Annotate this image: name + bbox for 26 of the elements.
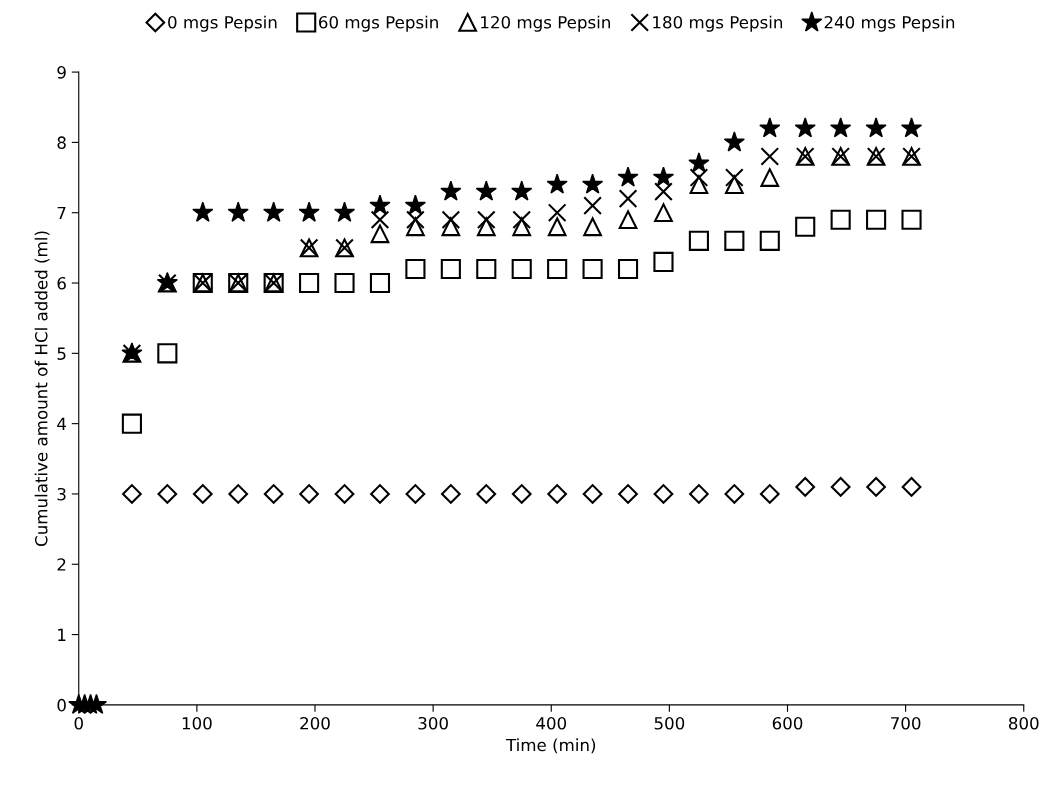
y-tick-label: 8 xyxy=(57,136,66,149)
x-tick-label: 400 xyxy=(536,716,567,730)
y-tick-label: 2 xyxy=(57,558,66,571)
y-tick-label: 9 xyxy=(57,66,66,79)
y-axis-title: Cumulative amount of HCl added (ml) xyxy=(34,231,50,546)
legend-label: 240 mgs Pepsin xyxy=(824,15,955,32)
y-tick-label: 6 xyxy=(57,276,66,290)
y-tick-label: 1 xyxy=(58,628,66,641)
x-axis-title: Time (min) xyxy=(505,738,596,754)
x-tick-label: 300 xyxy=(418,716,448,730)
x-tick-label: 100 xyxy=(182,716,212,730)
y-tick-label: 5 xyxy=(57,347,66,360)
y-tick-label: 0 xyxy=(57,698,66,712)
legend-label: 60 mgs Pepsin xyxy=(319,15,438,32)
legend-label: 0 mgs Pepsin xyxy=(168,15,277,32)
y-tick-label: 3 xyxy=(57,487,66,501)
x-tick-label: 0 xyxy=(74,716,83,730)
x-tick-label: 700 xyxy=(891,716,921,730)
y-tick-label: 7 xyxy=(57,206,66,220)
legend-label: 180 mgs Pepsin xyxy=(653,15,783,32)
x-tick-label: 600 xyxy=(772,716,803,730)
x-tick-label: 800 xyxy=(1008,716,1039,730)
y-tick-label: 4 xyxy=(57,417,67,430)
legend-label: 120 mgs Pepsin xyxy=(481,15,610,32)
x-tick-label: 200 xyxy=(300,716,330,730)
x-tick-label: 500 xyxy=(654,716,685,730)
